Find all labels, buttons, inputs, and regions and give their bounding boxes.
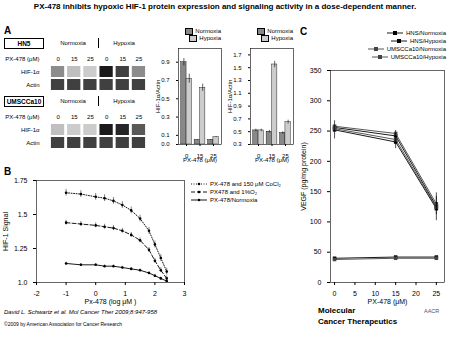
html-text:B: B [4, 166, 12, 177]
html-text:HNS/Hypoxia: HNS/Hypoxia [410, 38, 446, 44]
svg-text:0.7: 0.7 [233, 116, 242, 122]
svg-text:1.5: 1.5 [233, 65, 242, 71]
svg-text:0: 0 [56, 56, 60, 62]
svg-text:HIF-1α/Actin: HIF-1α/Actin [155, 80, 161, 113]
svg-text:0.5: 0.5 [161, 96, 170, 102]
svg-text:PX-478 (μM): PX-478 (μM) [5, 56, 39, 62]
svg-text:15: 15 [71, 56, 78, 62]
svg-text:300: 300 [310, 97, 322, 104]
html-text:Molecular: Molecular [318, 306, 356, 315]
svg-text:PX-478 (μM): PX-478 (μM) [183, 157, 217, 163]
svg-text:25: 25 [87, 114, 94, 120]
svg-text:2: 2 [153, 290, 157, 297]
svg-text:25: 25 [136, 56, 143, 62]
svg-text:0.3: 0.3 [233, 141, 242, 147]
html-text:Cancer Therapeutics: Cancer Therapeutics [318, 317, 398, 326]
html-text:UMSCCa10/Normoxia: UMSCCa10/Normoxia [386, 46, 446, 52]
svg-text:25: 25 [432, 290, 440, 297]
html-text:PX-478 inhibits hypoxic HIF-1: PX-478 inhibits hypoxic HIF-1 protein ex… [33, 2, 417, 11]
svg-text:1.25: 1.25 [14, 245, 28, 252]
svg-text:150: 150 [310, 188, 322, 195]
svg-text:0: 0 [105, 114, 109, 120]
svg-text:0.1: 0.1 [161, 132, 170, 138]
svg-text:0: 0 [333, 290, 337, 297]
svg-text:20: 20 [412, 290, 420, 297]
svg-text:1.3: 1.3 [233, 77, 242, 83]
svg-text:HIF-1α: HIF-1α [21, 69, 40, 75]
svg-text:1.75: 1.75 [14, 177, 28, 184]
svg-text:10: 10 [371, 290, 379, 297]
svg-text:Actin: Actin [26, 140, 39, 146]
svg-text:0.9: 0.9 [161, 59, 170, 65]
html-text:PX478 and 1%O₂: PX478 and 1%O₂ [210, 189, 257, 195]
svg-text:15: 15 [392, 290, 400, 297]
svg-text:50: 50 [314, 248, 322, 255]
svg-text:0: 0 [105, 56, 109, 62]
html-text:C: C [300, 26, 308, 37]
html-text:PX-478 and 150 μM CoCl₂: PX-478 and 150 μM CoCl₂ [210, 181, 281, 187]
svg-text:Px-478 (log μM ): Px-478 (log μM ) [85, 298, 137, 306]
svg-text:1.7: 1.7 [233, 52, 242, 58]
svg-text:0.7: 0.7 [161, 77, 170, 83]
html-text:Hypoxia: Hypoxia [113, 98, 135, 104]
html-text:HNS/Normoxia: HNS/Normoxia [406, 30, 446, 36]
html-text:Normoxia: Normoxia [60, 40, 86, 46]
html-text:Hypoxia: Hypoxia [271, 35, 293, 42]
svg-text:25: 25 [136, 114, 143, 120]
html-text:Hypoxia: Hypoxia [199, 35, 221, 42]
html-text:Normoxia: Normoxia [60, 98, 86, 104]
svg-text:1.1: 1.1 [233, 90, 242, 96]
svg-text:-2: -2 [33, 290, 39, 297]
svg-text:Actin: Actin [26, 82, 39, 88]
svg-text:HIF-1 Signal: HIF-1 Signal [2, 212, 10, 251]
svg-text:0: 0 [56, 114, 60, 120]
html-text:Hypoxia: Hypoxia [113, 40, 135, 46]
svg-text:VEGF (pg/mg protein): VEGF (pg/mg protein) [300, 142, 308, 210]
html-text:Normoxia: Normoxia [267, 28, 293, 35]
svg-text:0: 0 [94, 290, 98, 297]
svg-text:1.0: 1.0 [18, 279, 28, 286]
svg-text:15: 15 [71, 114, 78, 120]
svg-text:0: 0 [318, 279, 322, 286]
html-text:David L. Schwartz et al. Mol C: David L. Schwartz et al. Mol Cancer Ther… [4, 309, 158, 315]
svg-text:0.5: 0.5 [233, 129, 242, 135]
svg-text:0.3: 0.3 [161, 114, 170, 120]
svg-text:100: 100 [310, 218, 322, 225]
svg-text:3: 3 [183, 290, 187, 297]
html-text:A: A [4, 25, 12, 36]
html-text:AACR: AACR [424, 308, 440, 314]
svg-text:0.9: 0.9 [233, 103, 242, 109]
svg-text:350: 350 [310, 67, 322, 74]
html-text:UMSCCa10: UMSCCa10 [6, 98, 42, 105]
svg-text:PX-478 (μM): PX-478 (μM) [255, 157, 289, 163]
html-text:Normoxia: Normoxia [195, 28, 221, 35]
svg-text:HIF-1α: HIF-1α [21, 127, 40, 133]
svg-text:PX-478 (μM): PX-478 (μM) [5, 114, 39, 120]
html-text:PX-478/Normoxia: PX-478/Normoxia [210, 197, 258, 203]
html-text:©2009 by American Association: ©2009 by American Association for Cancer… [4, 321, 122, 327]
svg-text:0.0: 0.0 [161, 141, 170, 147]
html-text:UMSCCa10/Hypoxia: UMSCCa10/Hypoxia [390, 54, 446, 60]
svg-text:PX-478 (μM): PX-478 (μM) [368, 298, 408, 306]
svg-text:25: 25 [87, 56, 94, 62]
svg-text:1.5: 1.5 [18, 211, 28, 218]
svg-text:15: 15 [119, 114, 126, 120]
svg-text:HIF-1α/Actin: HIF-1α/Actin [227, 80, 233, 113]
svg-text:15: 15 [119, 56, 126, 62]
html-text:HN5: HN5 [17, 40, 31, 47]
svg-text:1: 1 [123, 290, 127, 297]
svg-text:200: 200 [310, 158, 322, 165]
svg-text:250: 250 [310, 127, 322, 134]
svg-text:5: 5 [353, 290, 357, 297]
svg-text:-1: -1 [63, 290, 69, 297]
